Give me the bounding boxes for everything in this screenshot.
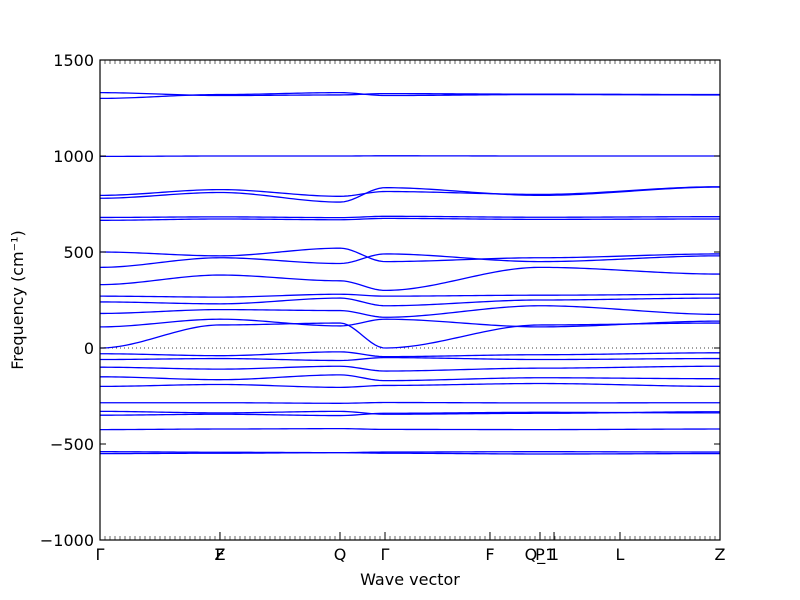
y-tick-label: 0 (84, 339, 94, 358)
band-line (100, 401, 720, 404)
x-tick-label: Γ (96, 545, 105, 564)
x-tick-label: F (485, 545, 494, 564)
band-line (99, 305, 721, 318)
x-tick-label: Q (334, 545, 347, 564)
y-axis-label: Frequency (cm⁻¹) (8, 230, 27, 369)
band-lines-layer (99, 91, 721, 455)
band-line (100, 427, 720, 431)
band-line (99, 91, 720, 97)
band-line (100, 410, 721, 415)
x-tick-label: Q_1 (525, 545, 556, 565)
band-line (99, 266, 721, 292)
x-tick-label: Z (214, 545, 225, 564)
band-line (100, 356, 720, 362)
x-tick-label: L (616, 545, 625, 564)
x-axis-label: Wave vector (360, 570, 460, 589)
x-tick-label: F (215, 545, 224, 564)
x-tick-label: Γ (381, 545, 390, 564)
band-line (100, 155, 720, 158)
band-line (100, 215, 720, 219)
band-line (100, 217, 720, 221)
y-tick-label: 1500 (53, 51, 94, 70)
band-line (99, 186, 721, 197)
band-line (99, 365, 720, 372)
band-line (100, 451, 720, 455)
band-line (100, 451, 720, 454)
x-tick-label: 1 (549, 545, 559, 564)
band-line (99, 297, 720, 307)
y-tick-label: 500 (63, 243, 94, 262)
x-tick-label: P (535, 545, 545, 564)
band-line (99, 382, 720, 389)
band-line (99, 351, 720, 358)
band-line (99, 247, 721, 263)
band-line (99, 253, 721, 269)
y-tick-label: −500 (50, 435, 94, 454)
band-line (99, 186, 721, 203)
y-tick-label: −1000 (40, 531, 94, 550)
band-line (99, 318, 721, 328)
band-line (100, 293, 720, 298)
x-tick-label: Z (715, 545, 726, 564)
y-tick-label: 1000 (53, 147, 94, 166)
band-line (99, 374, 720, 382)
